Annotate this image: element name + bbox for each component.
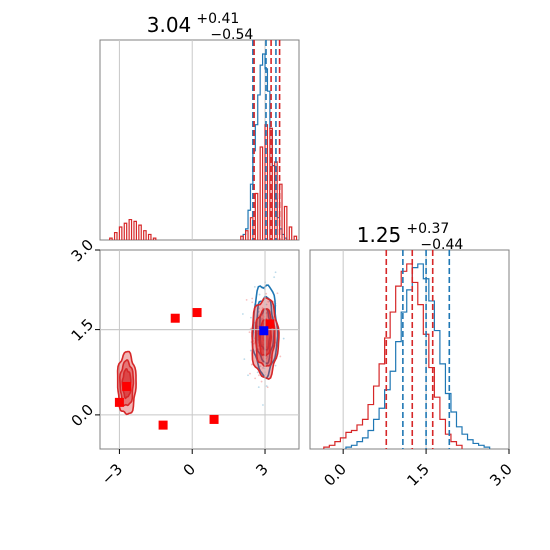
histogram-series-2 [323,263,463,449]
x-tick-label: 3 [252,460,271,479]
bottom-left-x-ticks: −3 0 3 [98,449,272,488]
scatter-sample-point [258,374,260,377]
bottom-right-x-ticks: 0.0 1.5 3.0 [320,449,516,490]
red-marker-4 [192,308,202,318]
scatter-sample-point [262,404,264,406]
scatter-sample-point [265,385,268,387]
scatter-sample-point [265,292,268,295]
red-marker-5 [158,420,168,430]
bottom-right-histogram-panel: 0.0 1.5 3.0 1.25 +0.37 −0.44 [309,218,516,490]
scatter-sample-point [251,297,254,300]
top-left-panel-frame [99,39,300,241]
x-tick-label: 3.0 [486,460,516,490]
scatter-sample-point [262,367,264,369]
scatter-sample-point [266,386,269,389]
scatter-sample-point [279,355,282,358]
blue-truth-marker [259,326,269,336]
red-marker-1 [114,397,124,407]
bottom-right-panel-frame [309,249,510,450]
scatter-sample-point [248,331,251,334]
scatter-sample-point [261,307,264,310]
scatter-sample-point [276,292,279,295]
top-left-panel-title: 3.04 +0.41 −0.54 [147,8,254,43]
scatter-sample-point [273,276,276,279]
x-tick-label: 1.5 [403,460,433,490]
histogram-series-1 [345,263,491,449]
red-marker-3 [170,313,180,323]
scatter-sample-point [250,363,253,366]
scatter-sample-point [258,293,261,296]
y-tick-label: 1.5 [68,315,98,345]
x-tick-label: −3 [98,460,126,488]
scatter-sample-point [274,364,277,367]
scatter-sample-point [257,386,260,389]
top-left-histogram-panel: 3.04 +0.41 −0.54 [99,8,300,241]
y-tick-label: 3.0 [68,236,98,266]
bottom-left-contour-panel: −3 0 3 0.0 1.5 3.0 [68,236,300,488]
red-marker-6 [209,414,219,424]
bottom-left-contour-content [100,250,299,449]
scatter-sample-point [243,358,246,361]
bottom-right-histogram-content [323,250,491,449]
top-left-histogram-content [109,40,298,240]
scatter-sample-point [266,355,269,358]
scatter-sample-point [251,301,254,304]
scatter-sample-point [247,374,249,377]
red-marker-2 [122,381,132,391]
scatter-sample-point [261,318,264,320]
scatter-sample-point [282,337,285,340]
scatter-sample-point [249,327,252,330]
scatter-sample-point [274,271,277,274]
scatter-sample-point [267,300,270,303]
scatter-sample-point [260,380,263,383]
y-tick-label: 0.0 [68,401,98,431]
scatter-sample-point [241,313,244,315]
scatter-sample-point [265,357,267,360]
red-peak-marker [265,319,275,329]
x-tick-label: 0 [180,460,199,479]
scatter-sample-point [257,348,260,351]
scatter-sample-point [259,365,262,368]
scatter-sample-point [245,298,248,301]
scatter-sample-point [253,285,256,288]
histogram-series-2 [109,124,298,240]
scatter-sample-point [256,371,259,374]
x-tick-label: 0.0 [320,460,350,490]
scatter-sample-point [254,377,257,380]
bottom-right-panel-title: 1.25 +0.37 −0.44 [357,218,464,253]
scatter-sample-point [249,372,251,375]
scatter-sample-point [249,349,252,352]
bottom-left-y-ticks: 0.0 1.5 3.0 [68,236,100,430]
scatter-sample-point [250,316,252,319]
scatter-sample-point [265,303,268,306]
bottom-left-panel-frame [99,249,300,450]
